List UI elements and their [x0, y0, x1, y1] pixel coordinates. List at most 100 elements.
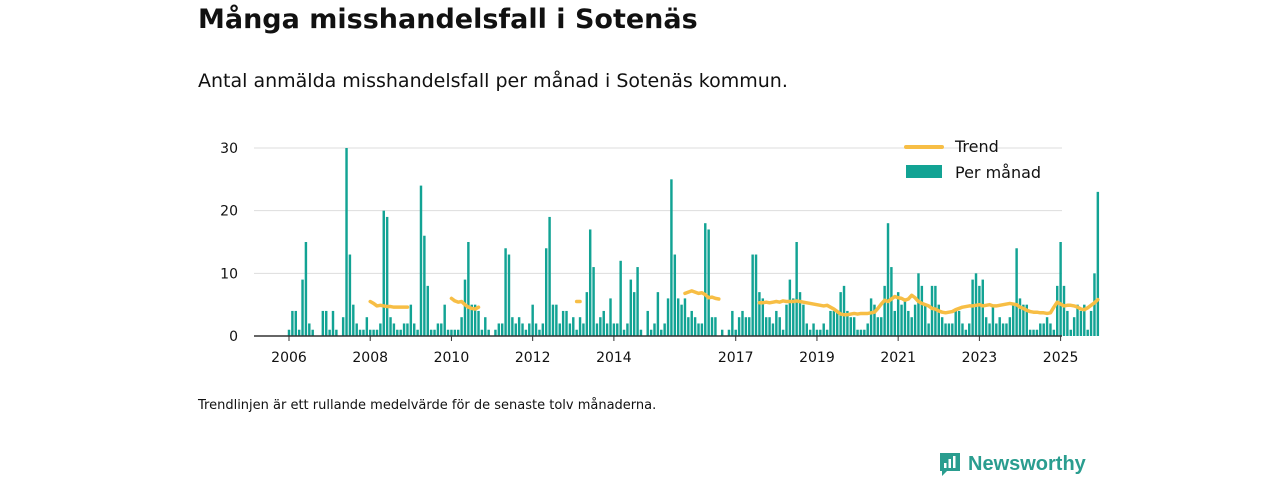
bar — [504, 248, 507, 336]
x-tick-label: 2021 — [880, 350, 916, 366]
bar — [886, 223, 890, 336]
bar — [1015, 248, 1018, 336]
bar — [622, 329, 626, 336]
bar — [947, 323, 951, 336]
x-tick-label: 2008 — [352, 350, 388, 366]
bar — [409, 304, 413, 336]
bar — [365, 317, 369, 336]
bars-layer — [287, 148, 1100, 336]
bar — [673, 254, 677, 336]
bar — [325, 310, 328, 336]
newsworthy-logo-icon — [940, 453, 960, 476]
bar — [836, 310, 839, 336]
bar — [1086, 329, 1089, 336]
bar — [930, 285, 934, 336]
bar — [781, 329, 785, 336]
bar — [517, 317, 521, 336]
bar — [1062, 285, 1066, 336]
bar — [494, 329, 497, 336]
bar — [1096, 191, 1100, 336]
bar — [731, 310, 734, 336]
bar — [605, 323, 609, 336]
bar — [375, 329, 379, 336]
bar — [379, 323, 382, 336]
trend-line-segment — [368, 299, 410, 309]
bar — [1025, 304, 1028, 336]
bar — [656, 292, 660, 336]
bar — [978, 285, 981, 336]
bar — [355, 323, 358, 336]
bar — [572, 317, 575, 336]
bar — [1042, 323, 1045, 336]
bar — [687, 317, 690, 336]
bar — [538, 329, 541, 336]
bar — [460, 317, 463, 336]
bar — [369, 329, 372, 336]
bar — [798, 292, 802, 336]
x-tick-label: 2017 — [718, 350, 754, 366]
brand-name: Newsworthy — [968, 452, 1086, 475]
bar — [748, 317, 751, 336]
bar — [639, 329, 643, 336]
bar — [1069, 329, 1072, 336]
trend-layer — [368, 289, 1100, 317]
bar — [541, 323, 545, 336]
bar — [456, 329, 460, 336]
bar — [453, 329, 457, 336]
legend-per-month-label: Per månad — [955, 163, 1041, 182]
bar — [704, 223, 707, 336]
bar — [995, 323, 998, 336]
axes-layer: 0 10 20 30 2006 2008 2010 2012 2014 2017 2019 2021 2… — [220, 141, 1078, 366]
bar — [991, 304, 995, 336]
bar — [446, 329, 450, 336]
bar — [727, 329, 731, 336]
bar — [382, 210, 385, 336]
bar — [531, 304, 534, 336]
bar — [690, 310, 693, 336]
bar — [1012, 304, 1015, 336]
x-tick-label: 2019 — [799, 350, 835, 366]
bar — [812, 323, 815, 336]
bar — [957, 310, 961, 336]
bar — [802, 304, 805, 336]
bar — [893, 310, 896, 336]
bar — [1008, 317, 1012, 336]
bar — [399, 329, 402, 336]
bar — [582, 323, 585, 336]
bar — [863, 329, 866, 336]
bar — [396, 329, 399, 336]
bar — [940, 317, 944, 336]
bar — [440, 323, 443, 336]
bar — [558, 323, 561, 336]
bar — [968, 323, 971, 336]
bar — [761, 298, 765, 336]
bar — [964, 329, 968, 336]
bar — [805, 323, 809, 336]
bar — [1005, 323, 1008, 336]
bar — [917, 273, 920, 336]
bar — [616, 323, 619, 336]
x-tick-label: 2025 — [1043, 350, 1079, 366]
x-tick-label: 2023 — [962, 350, 998, 366]
bar — [341, 317, 345, 336]
bar — [984, 317, 988, 336]
y-tick-label: 20 — [220, 204, 238, 220]
bar — [487, 329, 490, 336]
bar — [846, 310, 849, 336]
bar — [1049, 323, 1052, 336]
bar — [825, 329, 829, 336]
bar — [707, 229, 710, 336]
bar — [896, 292, 900, 336]
bar — [578, 317, 582, 336]
x-tick-label: 2012 — [515, 350, 551, 366]
bar — [1028, 329, 1032, 336]
bar — [944, 323, 947, 336]
bar — [876, 317, 880, 336]
bar — [741, 310, 744, 336]
bar — [971, 279, 974, 336]
bar — [534, 323, 538, 336]
brand[interactable]: Newsworthy — [938, 450, 1086, 478]
bar — [389, 317, 392, 336]
bar — [676, 298, 680, 336]
